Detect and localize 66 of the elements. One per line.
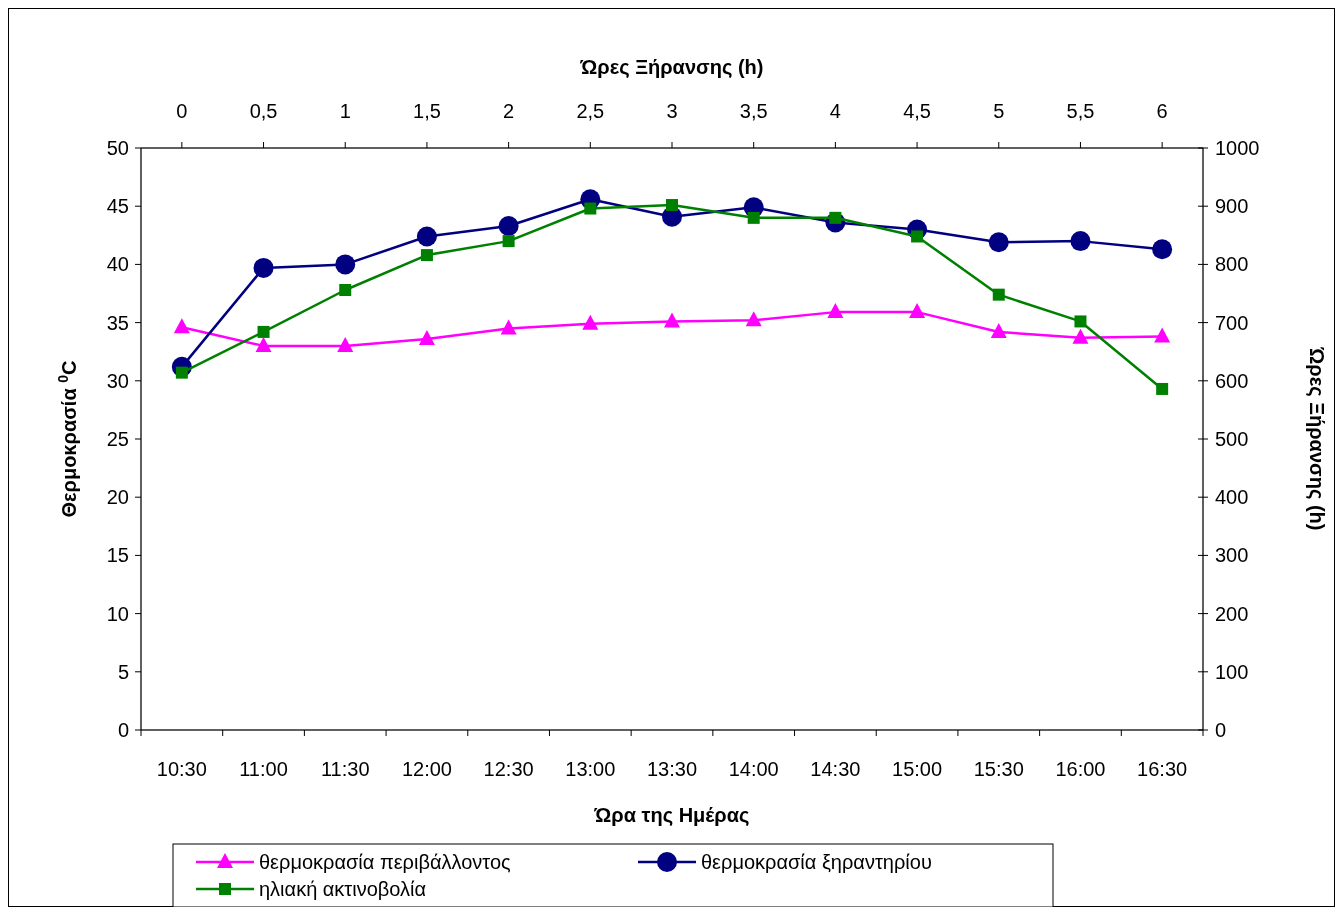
x-tick-label: 12:00 [401,758,452,780]
y2-tick-label: 500 [1215,428,1249,450]
y-tick-label: 5 [117,660,129,683]
x-tick-label: 14:30 [810,758,861,780]
point [666,199,678,212]
legend-label: ηλιακή ακτινοβολία [259,878,427,900]
point [747,211,760,224]
y2-tick-label: 800 [1215,253,1249,276]
legend-label: θερμοκρασία ξηραντηρίου [701,851,932,873]
x-tick-label: 11:30 [320,758,370,780]
point [992,288,1005,301]
y-tick-label: 45 [106,195,129,218]
x2-axis-title: Ώρες Ξήρανσης (h) [579,56,764,78]
y2-axis-title: Ώρες Ξήρανσης (h) [1306,346,1328,531]
x-tick-label: 13:00 [565,758,616,780]
point [911,230,924,243]
y2-tick-label: 0 [1215,719,1227,741]
x2-tick-label: 2 [503,100,515,122]
point [420,249,433,262]
y-tick-label: 30 [106,369,129,392]
y2-tick-label: 700 [1215,311,1249,334]
x2-tick-label: 0,5 [249,100,278,122]
y2-tick-label: 1000 [1215,137,1260,159]
y-tick-label: 35 [106,311,129,334]
x-tick-label: 12:30 [483,758,534,780]
x-tick-label: 10:30 [156,758,207,780]
y-tick-label: 40 [106,253,129,276]
point [257,325,270,338]
x2-tick-label: 6 [1156,100,1168,122]
x2-tick-label: 3 [666,100,678,122]
x-tick-label: 16:00 [1055,758,1106,780]
y-tick-label: 0 [117,719,129,741]
y2-tick-label: 100 [1215,660,1249,683]
point [1156,382,1169,395]
x-tick-label: 14:00 [728,758,779,780]
y-tick-label: 50 [106,137,129,159]
x-tick-label: 15:30 [973,758,1024,780]
y2-tick-label: 400 [1215,486,1249,509]
x2-tick-label: 5,5 [1066,100,1095,122]
x-tick-label: 16:30 [1137,758,1188,780]
y2-tick-label: 200 [1215,602,1249,625]
y-tick-label: 15 [106,544,129,567]
legend-label: θερμοκρασία περιβάλλοντος [259,851,512,873]
point [584,202,597,215]
x2-tick-label: 4,5 [903,100,931,122]
x2-tick-label: 5 [993,100,1005,122]
x-tick-label: 15:00 [892,758,943,780]
y2-tick-label: 300 [1215,544,1249,567]
x-tick-label: 11:00 [239,758,288,780]
y-tick-label: 25 [106,428,129,450]
x2-tick-label: 0 [176,100,188,122]
point [502,235,515,248]
x2-tick-label: 3,5 [739,100,768,122]
x-axis-title: Ώρα της Ημέρας [593,804,750,826]
point [339,284,352,297]
point [1074,315,1087,328]
y2-tick-label: 600 [1215,369,1249,392]
x2-tick-label: 1,5 [413,100,441,122]
x2-tick-label: 2,5 [576,100,605,122]
x2-tick-label: 1 [339,100,351,122]
y-tick-label: 10 [106,602,129,625]
x-tick-label: 13:30 [646,758,698,780]
point [175,366,188,379]
y-tick-label: 20 [106,486,129,509]
x2-tick-label: 4 [829,100,841,122]
y2-tick-label: 900 [1215,195,1249,218]
